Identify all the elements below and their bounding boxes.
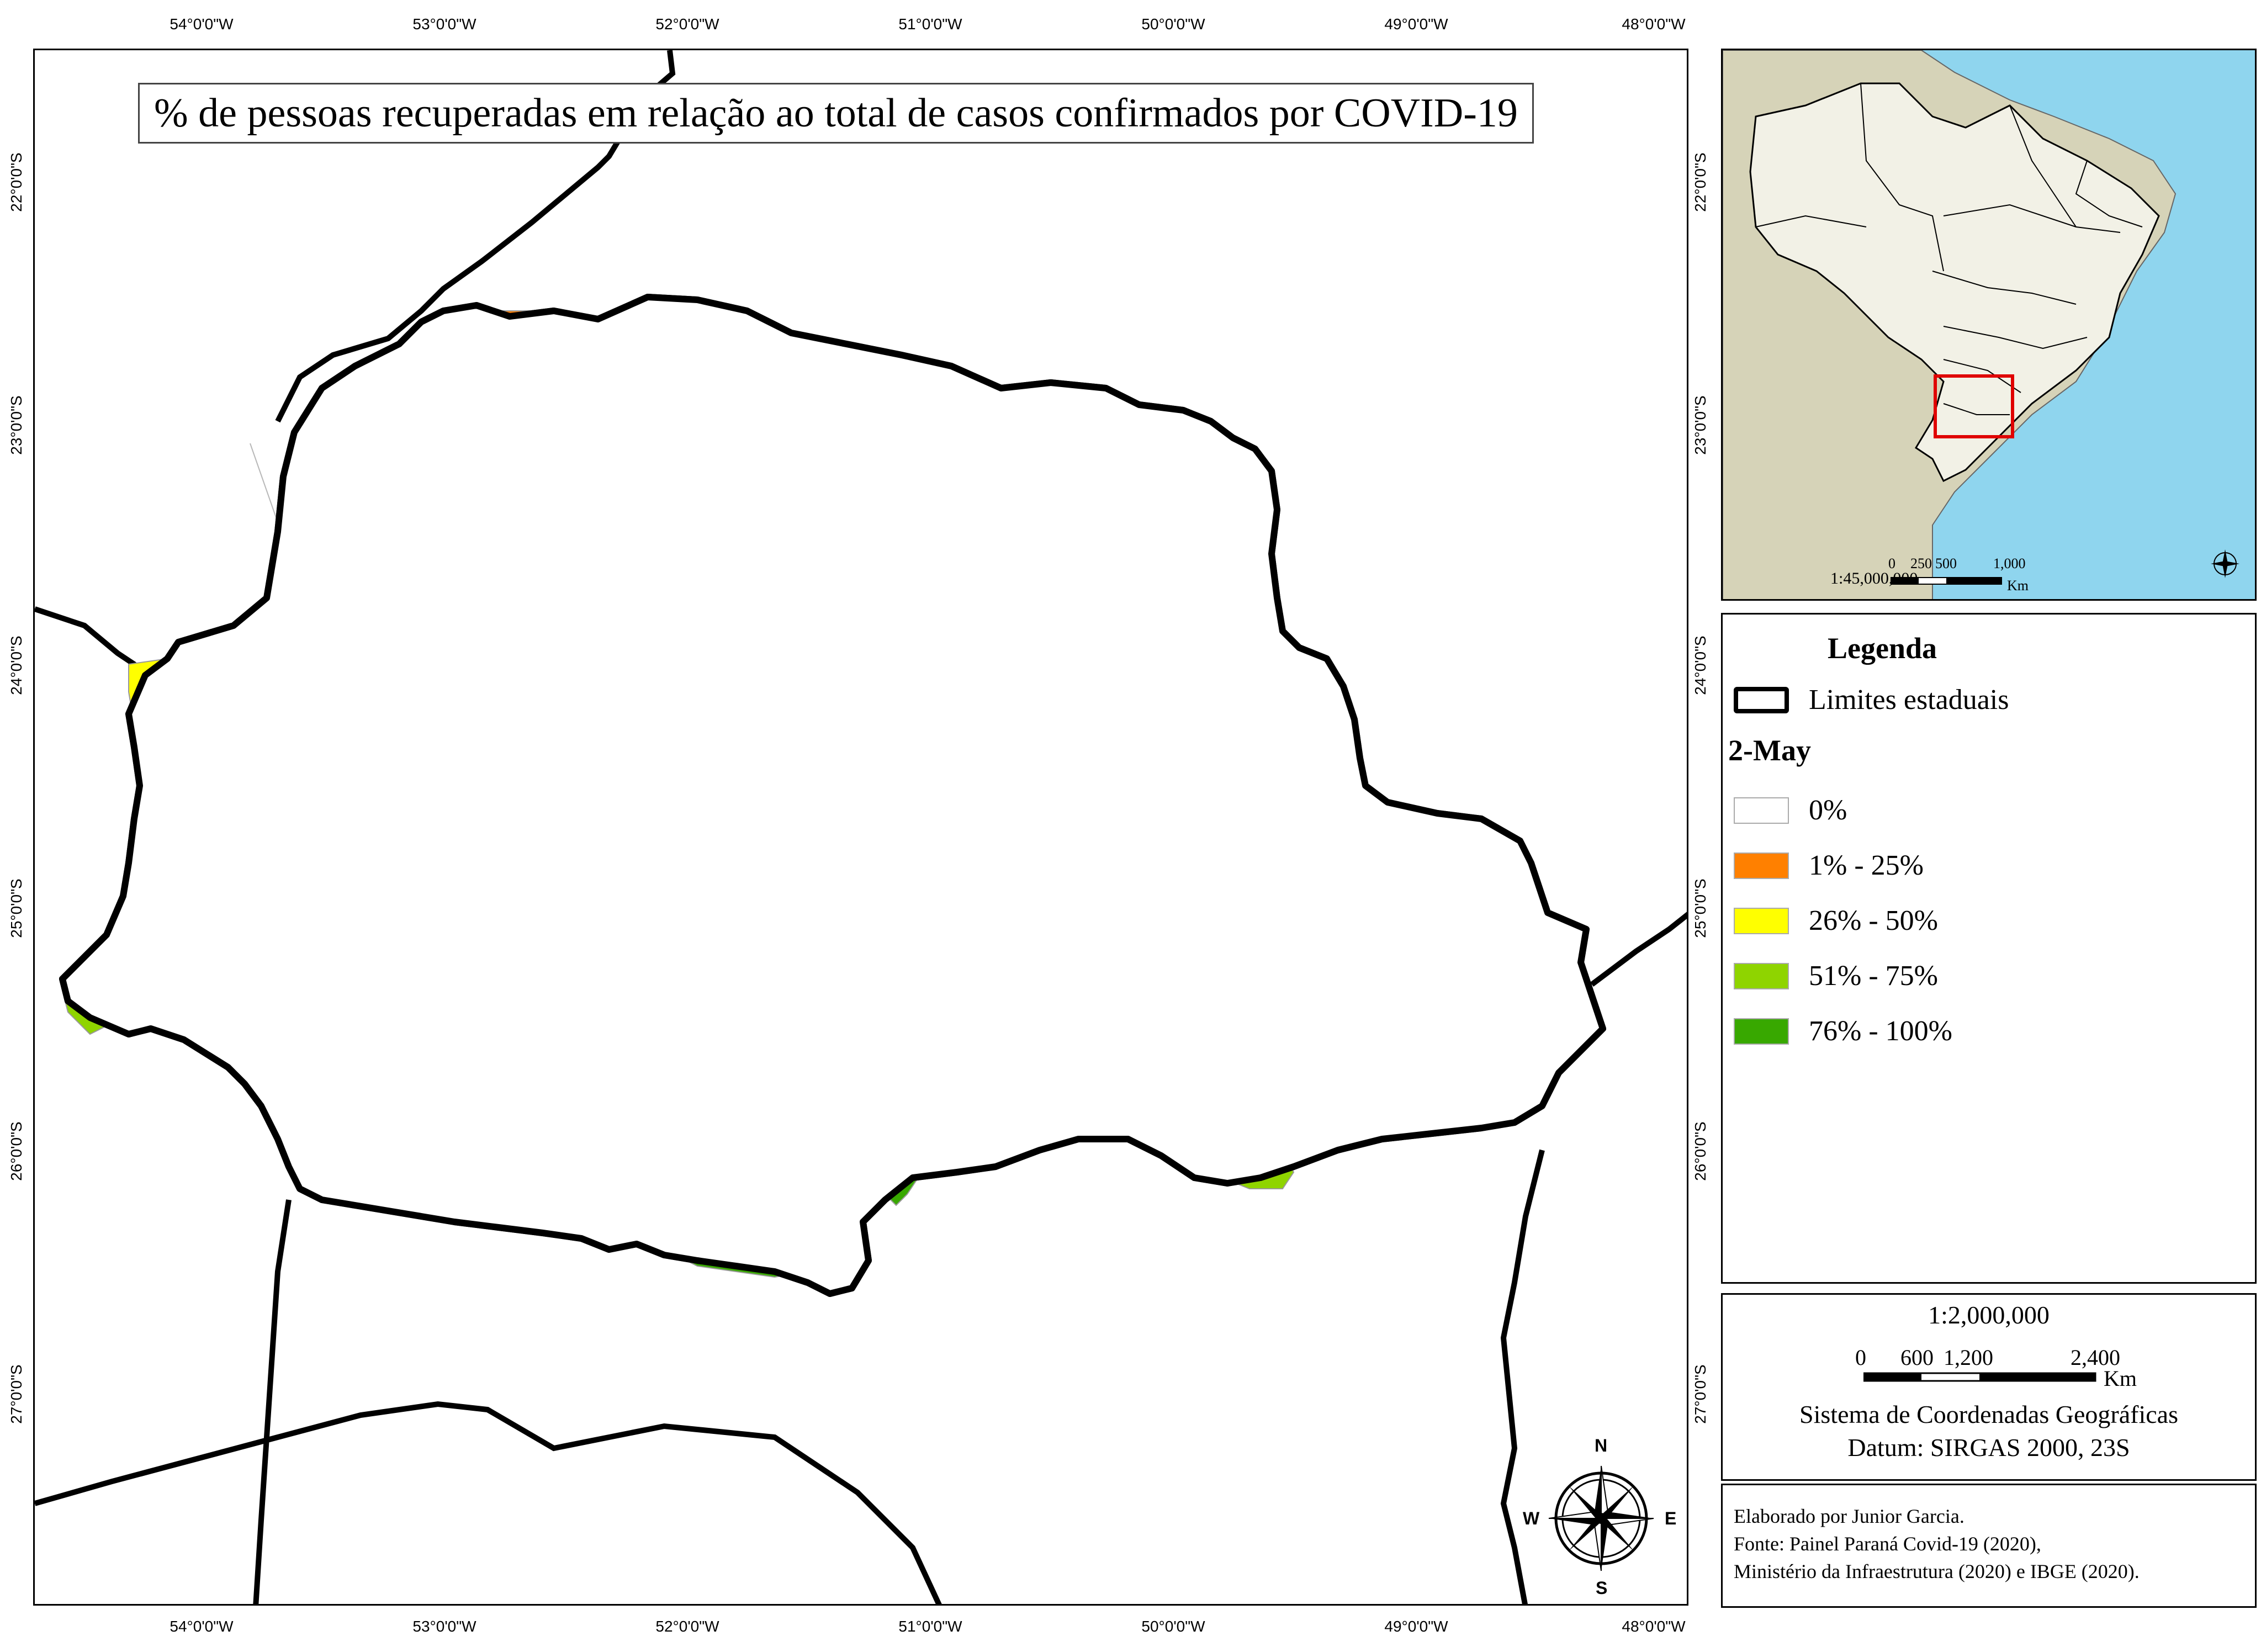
- legend-class-row: 26% - 50%: [1734, 904, 1938, 937]
- compass-rose: N S E W: [1518, 1436, 1684, 1601]
- datum: Datum: SIRGAS 2000, 23S: [1847, 1433, 2130, 1462]
- scale-tick: 600: [1900, 1345, 1934, 1370]
- scale-panel: 1:2,000,000 0 600 1,200 2,400 Km Sistema…: [1721, 1293, 2257, 1481]
- inset-map[interactable]: 1:45,000,000 0 250 500 1,000 Km: [1721, 49, 2257, 601]
- longitude-label: 54°0'0"W: [170, 1618, 234, 1635]
- state-boundary: [35, 1401, 942, 1604]
- brazil-state-lines: [1755, 83, 2143, 415]
- scale-bar: [1863, 1372, 2096, 1382]
- south-america-inset-svg: [1723, 50, 2239, 599]
- longitude-label: 53°0'0"W: [412, 15, 476, 33]
- state-boundary: [253, 1199, 292, 1604]
- longitude-label: 49°0'0"W: [1384, 15, 1448, 33]
- parana-highlight-box: [1934, 374, 2014, 438]
- legend-swatch-2: [1734, 907, 1789, 934]
- legend-swatch-0: [1734, 797, 1789, 824]
- longitude-label: 51°0'0"W: [898, 15, 962, 33]
- inset-scale-unit: Km: [2007, 578, 2029, 594]
- parana-map-svg: [35, 50, 1687, 1604]
- scale-unit: Km: [2104, 1366, 2137, 1391]
- scale-tick: 1,200: [1944, 1345, 1993, 1370]
- legend-class-row: 0%: [1734, 794, 1847, 827]
- legend: Legenda Limites estaduais 2-May 0% 1% - …: [1721, 613, 2257, 1284]
- compass-south-label: S: [1596, 1578, 1608, 1598]
- longitude-label: 52°0'0"W: [655, 15, 719, 33]
- legend-swatch-3: [1734, 962, 1789, 989]
- compass-west-label: W: [1523, 1508, 1540, 1528]
- legend-date-label: 2-May: [1728, 734, 1811, 767]
- coordinate-system: Sistema de Coordenadas Geográficas: [1799, 1400, 2178, 1428]
- legend-class-row: 1% - 25%: [1734, 849, 1924, 882]
- coastline: [1500, 1149, 1545, 1604]
- compass-rose-icon: [1548, 1465, 1654, 1571]
- legend-class-row: 51% - 75%: [1734, 960, 1938, 992]
- coastline: [1590, 912, 1687, 987]
- legend-class-label: 76% - 100%: [1809, 1015, 1952, 1047]
- legend-state-limits-row: Limites estaduais: [1734, 684, 2009, 716]
- inset-north-arrow-icon: [2211, 549, 2239, 578]
- legend-class-label: 26% - 50%: [1809, 905, 1938, 936]
- legend-class-label: 51% - 75%: [1809, 960, 1938, 992]
- map-title: % de pessoas recuperadas em relação ao t…: [138, 83, 1534, 144]
- compass-north-label: N: [1595, 1436, 1608, 1455]
- inset-scale-ratio: 1:45,000,000: [1830, 569, 1918, 587]
- credits-panel: Elaborado por Junior Garcia. Fonte: Pain…: [1721, 1484, 2257, 1608]
- longitude-label: 49°0'0"W: [1384, 1618, 1448, 1635]
- longitude-label: 54°0'0"W: [170, 15, 234, 33]
- scale-ratio: 1:2,000,000: [1928, 1301, 2050, 1329]
- legend-swatch-4: [1734, 1018, 1789, 1045]
- credit-source: Fonte: Painel Paraná Covid-19 (2020),: [1734, 1533, 2041, 1555]
- credit-source: Ministério da Infraestrutura (2020) e IB…: [1734, 1560, 2140, 1582]
- legend-class-row: 76% - 100%: [1734, 1015, 1952, 1047]
- longitude-label: 48°0'0"W: [1622, 1618, 1686, 1635]
- longitude-label: 53°0'0"W: [412, 1618, 476, 1635]
- brazil-land: [1749, 82, 2160, 483]
- longitude-label: 48°0'0"W: [1622, 15, 1686, 33]
- compass-east-label: E: [1665, 1508, 1677, 1528]
- legend-title: Legenda: [1828, 632, 1937, 665]
- legend-class-label: 1% - 25%: [1809, 850, 1924, 881]
- scale-tick: 0: [1855, 1345, 1866, 1370]
- main-map[interactable]: [33, 49, 1688, 1606]
- credit-author: Elaborado por Junior Garcia.: [1734, 1505, 1965, 1527]
- legend-swatch-1: [1734, 852, 1789, 879]
- longitude-label: 50°0'0"W: [1141, 1618, 1205, 1635]
- state-limits-swatch: [1734, 686, 1789, 713]
- inset-scale-tick: 0: [1888, 555, 1895, 571]
- longitude-label: 51°0'0"W: [898, 1618, 962, 1635]
- legend-state-limits-label: Limites estaduais: [1809, 684, 2009, 716]
- longitude-label: 50°0'0"W: [1141, 15, 1205, 33]
- inset-scale-tick: 1,000: [1993, 555, 2026, 571]
- inset-scale-tick: 500: [1935, 555, 1957, 571]
- legend-class-label: 0%: [1809, 795, 1847, 826]
- scale-tick: 2,400: [2071, 1345, 2120, 1370]
- inset-scale-tick: 250: [1910, 555, 1932, 571]
- longitude-label: 52°0'0"W: [655, 1618, 719, 1635]
